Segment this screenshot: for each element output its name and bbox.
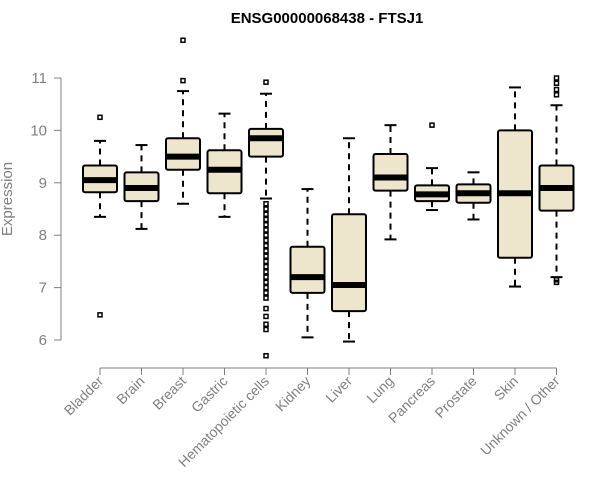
outlier-point: [264, 291, 268, 295]
outlier-point: [555, 81, 559, 85]
box-group: [374, 125, 408, 239]
outlier-point: [264, 280, 268, 284]
outlier-point: [264, 223, 268, 227]
box-group: [208, 114, 242, 217]
box-group: [540, 76, 574, 284]
y-tick-label: 9: [39, 175, 47, 192]
box-iqr: [291, 247, 325, 293]
x-tick-label: Bladder: [61, 373, 107, 419]
box-group: [249, 80, 283, 358]
outlier-point: [264, 80, 268, 84]
outlier-point: [264, 296, 268, 300]
boxplot-chart: ENSG00000068438 - FTSJ1 Expression 6 7 8 9 1…: [0, 0, 600, 500]
x-tick-label: Breast: [149, 373, 189, 413]
outlier-point: [264, 217, 268, 221]
x-tick-label: Unknown / Other: [477, 373, 563, 459]
x-tick-label: Lung: [363, 373, 396, 406]
box-group: [332, 138, 366, 341]
outlier-point: [264, 249, 268, 253]
box-group: [415, 123, 449, 210]
outlier-point: [264, 328, 268, 332]
outlier-point: [555, 93, 559, 97]
y-tick-label: 8: [39, 227, 47, 244]
box-group: [125, 145, 159, 229]
outlier-point: [264, 307, 268, 311]
outlier-point: [555, 76, 559, 80]
outlier-point: [264, 265, 268, 269]
x-tick-label: Prostate: [431, 373, 479, 421]
box-group: [457, 172, 491, 219]
chart-title: ENSG00000068438 - FTSJ1: [231, 10, 424, 27]
y-tick-label: 11: [31, 70, 47, 87]
box-iqr: [332, 214, 366, 311]
outlier-point: [98, 115, 102, 119]
outlier-point: [181, 38, 185, 42]
chart: ENSG00000068438 - FTSJ1 Expression 6 7 8 9 1…: [0, 0, 600, 500]
x-tick-label: Liver: [322, 373, 355, 406]
outlier-point: [264, 259, 268, 263]
box-group: [291, 189, 325, 337]
y-tick-label: 6: [39, 332, 47, 349]
outlier-point: [264, 228, 268, 232]
outlier-point: [555, 88, 559, 92]
outlier-point: [264, 354, 268, 358]
outlier-point: [264, 212, 268, 216]
outlier-point: [181, 79, 185, 83]
outlier-point: [264, 275, 268, 279]
y-tick-label: 10: [30, 122, 47, 139]
outlier-point: [264, 233, 268, 237]
outlier-point: [264, 254, 268, 258]
outlier-point: [264, 244, 268, 248]
outlier-point: [430, 123, 434, 127]
outlier-point: [264, 322, 268, 326]
box-group: [83, 115, 117, 317]
box-group: [498, 87, 532, 286]
box-iqr: [374, 154, 408, 191]
outlier-point: [264, 286, 268, 290]
x-tick-label: Brain: [113, 373, 147, 407]
boxes: [83, 38, 574, 357]
outlier-point: [264, 207, 268, 211]
outlier-point: [264, 202, 268, 206]
y-tick-label: 7: [39, 280, 47, 297]
box-iqr: [249, 129, 283, 157]
outlier-point: [98, 313, 102, 317]
x-tick-label: Skin: [491, 373, 522, 404]
outlier-point: [264, 314, 268, 318]
outlier-point: [264, 238, 268, 242]
box-group: [166, 38, 200, 203]
x-tick-label: Kidney: [272, 373, 314, 415]
y-axis-label: Expression: [0, 162, 16, 236]
outlier-point: [264, 270, 268, 274]
